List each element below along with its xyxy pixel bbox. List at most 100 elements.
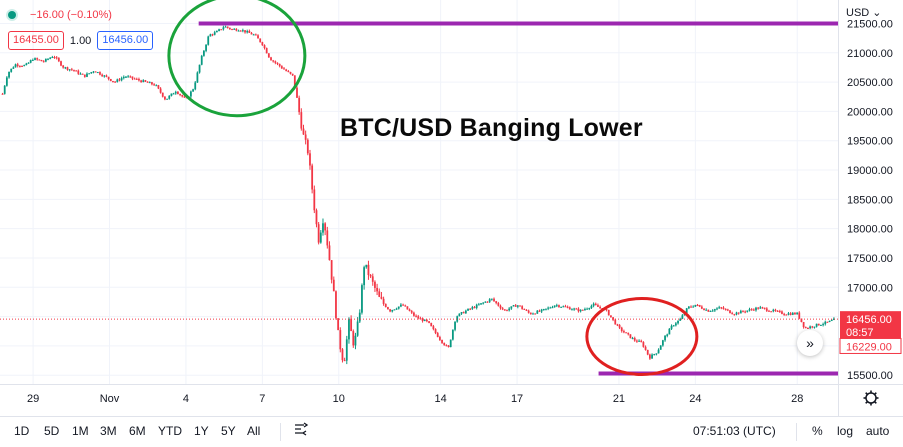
candle-body: [562, 306, 565, 308]
candle-body: [425, 319, 428, 322]
candle-body: [83, 74, 86, 77]
range-5d-button[interactable]: 5D: [44, 424, 60, 438]
bid-ask-row: 16455.00 1.00 16456.00: [8, 31, 154, 50]
candle-body: [460, 312, 463, 314]
buy-price-button[interactable]: 16456.00: [97, 31, 154, 50]
candle-body: [542, 309, 545, 311]
range-6m-button[interactable]: 6M: [129, 424, 146, 438]
candle-body: [393, 309, 396, 311]
candle-body: [311, 165, 314, 190]
candle-body: [109, 79, 112, 81]
candle-body: [371, 276, 374, 282]
candle-body: [538, 310, 541, 312]
log-scale-toggle[interactable]: log: [837, 424, 854, 438]
candle-body: [707, 309, 710, 312]
candle-body: [692, 306, 695, 308]
candle-body: [365, 264, 368, 268]
candle-body: [1, 93, 4, 95]
candle-body: [783, 313, 786, 315]
candle-body: [88, 73, 91, 75]
candle-body: [566, 306, 569, 308]
candle-body: [666, 334, 669, 336]
range-5y-button[interactable]: 5Y: [221, 424, 236, 438]
x-tick-label: 28: [791, 393, 803, 405]
candle-body: [768, 310, 770, 312]
candle-body: [70, 69, 73, 71]
candle-body: [739, 310, 742, 314]
candle-body: [40, 60, 43, 62]
candle-body: [129, 76, 132, 78]
candle-body: [789, 313, 792, 315]
candle-body: [588, 308, 591, 310]
candle-body: [237, 30, 240, 32]
candle-body: [809, 326, 812, 329]
candle-body: [607, 310, 610, 316]
candle-body: [516, 305, 519, 307]
candle-body: [177, 91, 179, 94]
candle-body: [763, 307, 766, 309]
scroll-to-realtime-button[interactable]: »: [797, 330, 823, 356]
candle-body: [42, 61, 45, 63]
candle-body: [638, 340, 640, 342]
candle-body: [79, 73, 82, 75]
settings-gear-icon[interactable]: [863, 390, 879, 406]
candle-body: [828, 320, 831, 323]
candle-body: [350, 318, 353, 332]
candle-body: [391, 309, 394, 312]
candle-body: [726, 309, 729, 311]
percent-scale-toggle[interactable]: %: [812, 424, 823, 438]
range-3m-button[interactable]: 3M: [100, 424, 117, 438]
candle-body: [694, 304, 697, 307]
candle-body: [655, 353, 658, 355]
candle-body: [29, 60, 32, 63]
candle-body: [215, 30, 218, 33]
y-tick-label: 19500.00: [847, 136, 893, 148]
highlight-circles: [167, 0, 699, 377]
candle-body: [151, 82, 153, 85]
candle-body: [250, 32, 253, 35]
candle-body: [60, 61, 62, 66]
candle-body: [226, 26, 229, 28]
candle-body: [267, 53, 270, 58]
bar-countdown-label: 08:57: [846, 327, 874, 339]
candle-body: [116, 79, 119, 82]
price-change: −16.00 (−0.10%): [30, 9, 112, 21]
candle-body: [397, 306, 400, 309]
candle-body: [586, 308, 589, 310]
candle-body: [594, 303, 597, 306]
candle-body: [820, 324, 822, 326]
candle-body: [672, 325, 675, 327]
range-ytd-button[interactable]: YTD: [158, 424, 182, 438]
clock-time[interactable]: 07:51:03 (UTC): [693, 424, 776, 438]
candle-body: [748, 309, 751, 311]
candle-body: [785, 314, 788, 316]
candle-body: [558, 305, 560, 308]
compare-icon[interactable]: [293, 422, 309, 441]
candle-body: [826, 321, 829, 323]
candle-body: [811, 326, 814, 328]
candle-body: [192, 89, 194, 92]
candle-body: [532, 313, 534, 315]
candle-body: [410, 311, 413, 313]
candle-body: [140, 80, 143, 83]
currency-selector[interactable]: USD ⌄: [846, 7, 882, 19]
candle-body: [34, 58, 36, 60]
candle-body: [246, 30, 249, 33]
candle-body: [161, 92, 164, 97]
range-all-button[interactable]: All: [247, 424, 261, 438]
y-tick-label: 17500.00: [847, 253, 893, 265]
y-tick-label: 21000.00: [847, 48, 893, 60]
auto-scale-toggle[interactable]: auto: [866, 424, 890, 438]
candle-body: [105, 75, 108, 77]
candle-body: [259, 38, 262, 43]
gear-ring: [865, 392, 877, 404]
range-1d-button[interactable]: 1D: [14, 424, 30, 438]
range-1y-button[interactable]: 1Y: [194, 424, 209, 438]
candle-body: [759, 307, 762, 309]
candle-body: [92, 71, 95, 73]
candle-body: [90, 72, 93, 74]
candle-body: [618, 324, 621, 328]
sell-price-button[interactable]: 16455.00: [8, 31, 64, 50]
range-1m-button[interactable]: 1M: [72, 424, 89, 438]
